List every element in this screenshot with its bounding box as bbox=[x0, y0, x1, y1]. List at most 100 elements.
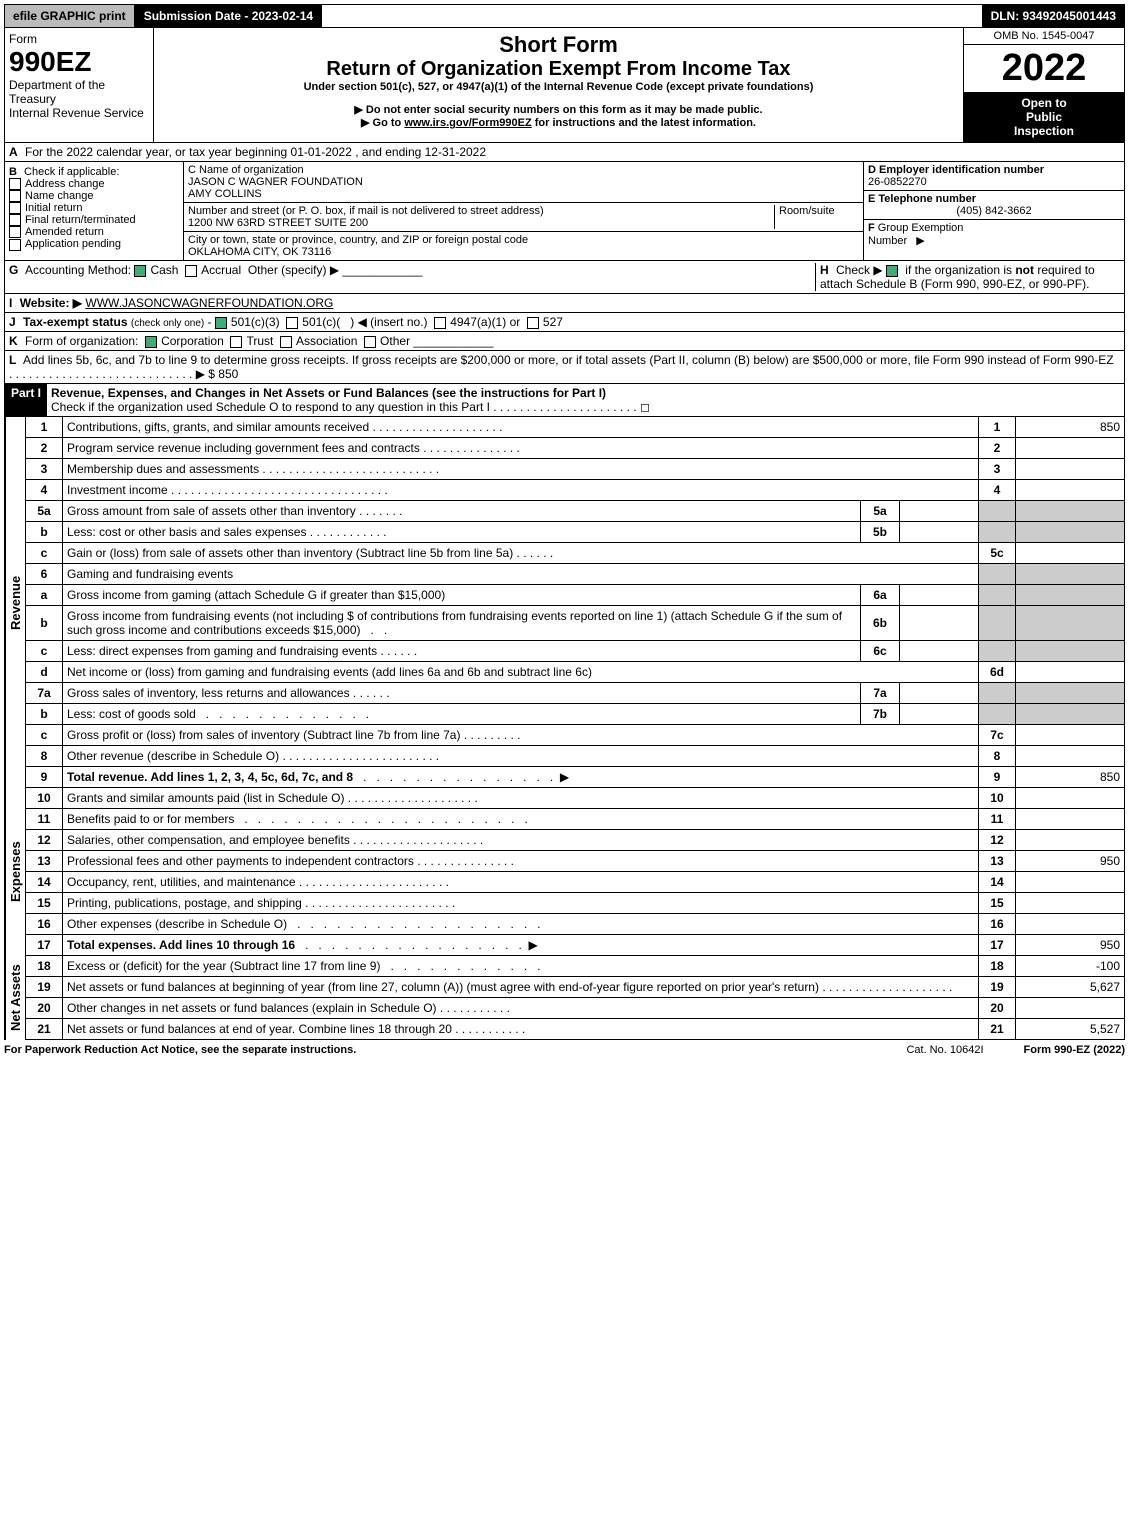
letter-a: A bbox=[9, 145, 18, 159]
part-i-title-block: Revenue, Expenses, and Changes in Net As… bbox=[47, 384, 1124, 416]
line-20-no: 20 bbox=[26, 998, 63, 1019]
form-number: 990EZ bbox=[9, 46, 149, 78]
efile-button[interactable]: efile GRAPHIC print bbox=[4, 4, 135, 28]
line-6d-desc: Net income or (loss) from gaming and fun… bbox=[67, 665, 592, 679]
irs: Internal Revenue Service bbox=[9, 106, 149, 120]
line-1-amt: 850 bbox=[1016, 417, 1125, 438]
website-value[interactable]: WWW.JASONCWAGNERFOUNDATION.ORG bbox=[85, 296, 333, 310]
line-1-desc: Contributions, gifts, grants, and simila… bbox=[67, 420, 369, 434]
phone-value: (405) 842-3662 bbox=[868, 205, 1120, 217]
g-accrual: Accrual bbox=[201, 263, 241, 277]
line-14: 14Occupancy, rent, utilities, and mainte… bbox=[26, 872, 1125, 893]
line-8-amt bbox=[1016, 746, 1125, 767]
line-2: 2Program service revenue including gover… bbox=[26, 438, 1125, 459]
line-6a: aGross income from gaming (attach Schedu… bbox=[26, 585, 1125, 606]
expenses-section: Expenses 10Grants and similar amounts pa… bbox=[4, 788, 1125, 956]
part-i-header: Part I Revenue, Expenses, and Changes in… bbox=[4, 384, 1125, 417]
line-17-desc: Total expenses. Add lines 10 through 16 bbox=[67, 938, 295, 952]
footer-left: For Paperwork Reduction Act Notice, see … bbox=[4, 1044, 866, 1056]
line-7a-amt bbox=[1016, 683, 1125, 704]
part-i-check: Check if the organization used Schedule … bbox=[51, 400, 650, 414]
line-11-no: 11 bbox=[26, 809, 63, 830]
line-19-num: 19 bbox=[979, 977, 1016, 998]
line-4-desc: Investment income bbox=[67, 483, 168, 497]
line-12-no: 12 bbox=[26, 830, 63, 851]
line-1: 1 Contributions, gifts, grants, and simil… bbox=[26, 417, 1125, 438]
checkbox-cash[interactable] bbox=[134, 265, 146, 277]
revenue-table: 1 Contributions, gifts, grants, and simil… bbox=[25, 417, 1125, 788]
checkbox-final-return[interactable] bbox=[9, 214, 21, 226]
line-20-num: 20 bbox=[979, 998, 1016, 1019]
checkbox-association[interactable] bbox=[280, 336, 292, 348]
line-7a-desc: Gross sales of inventory, less returns a… bbox=[67, 686, 350, 700]
tax-year: 2022 bbox=[964, 45, 1124, 92]
line-6d-num: 6d bbox=[979, 662, 1016, 683]
line-5b-subamt bbox=[900, 522, 979, 543]
line-6b-subamt bbox=[900, 606, 979, 641]
form-word: Form bbox=[9, 32, 149, 46]
line-11-num: 11 bbox=[979, 809, 1016, 830]
checkbox-501c[interactable] bbox=[286, 317, 298, 329]
line-14-no: 14 bbox=[26, 872, 63, 893]
letter-j: J bbox=[9, 315, 16, 329]
under-section: Under section 501(c), 527, or 4947(a)(1)… bbox=[158, 81, 959, 93]
line-12: 12Salaries, other compensation, and empl… bbox=[26, 830, 1125, 851]
line-5c-amt bbox=[1016, 543, 1125, 564]
line-14-num: 14 bbox=[979, 872, 1016, 893]
line-13-num: 13 bbox=[979, 851, 1016, 872]
letter-k: K bbox=[9, 334, 18, 348]
ein-value: 26-0852270 bbox=[868, 176, 1120, 188]
e-label: E Telephone number bbox=[868, 193, 1120, 205]
line-5c: cGain or (loss) from sale of assets othe… bbox=[26, 543, 1125, 564]
g-cash: Cash bbox=[150, 263, 178, 277]
line-5a: 5aGross amount from sale of assets other… bbox=[26, 501, 1125, 522]
line-5a-no: 5a bbox=[26, 501, 63, 522]
line-17-no: 17 bbox=[26, 935, 63, 956]
b-opt-2: Initial return bbox=[25, 202, 82, 214]
c-name-label: C Name of organization bbox=[188, 164, 859, 176]
checkbox-initial-return[interactable] bbox=[9, 202, 21, 214]
netassets-section: Net Assets 18Excess or (deficit) for the… bbox=[4, 956, 1125, 1040]
b-label: Check if applicable: bbox=[24, 166, 119, 178]
checkbox-527[interactable] bbox=[527, 317, 539, 329]
b-opt-5: Application pending bbox=[25, 238, 121, 250]
line-7c-amt bbox=[1016, 725, 1125, 746]
line-5a-subamt bbox=[900, 501, 979, 522]
checkbox-501c3[interactable] bbox=[215, 317, 227, 329]
line-12-num: 12 bbox=[979, 830, 1016, 851]
line-1-num: 1 bbox=[979, 417, 1016, 438]
line-7c: cGross profit or (loss) from sales of in… bbox=[26, 725, 1125, 746]
b-opt-4: Amended return bbox=[25, 226, 104, 238]
line-6-no: 6 bbox=[26, 564, 63, 585]
checkbox-corporation[interactable] bbox=[145, 336, 157, 348]
line-5b-sub: 5b bbox=[861, 522, 900, 543]
checkbox-application-pending[interactable] bbox=[9, 239, 21, 251]
checkbox-trust[interactable] bbox=[230, 336, 242, 348]
checkbox-amended-return[interactable] bbox=[9, 226, 21, 238]
checkbox-4947[interactable] bbox=[434, 317, 446, 329]
line-5b-no: b bbox=[26, 522, 63, 543]
line-8-desc: Other revenue (describe in Schedule O) bbox=[67, 749, 279, 763]
part-i-title: Revenue, Expenses, and Changes in Net As… bbox=[51, 386, 606, 400]
line-7b-subamt bbox=[900, 704, 979, 725]
checkbox-other-org[interactable] bbox=[364, 336, 376, 348]
line-11: 11Benefits paid to or for members . . . … bbox=[26, 809, 1125, 830]
checkbox-accrual[interactable] bbox=[185, 265, 197, 277]
line-7b-sub: 7b bbox=[861, 704, 900, 725]
checkbox-address-change[interactable] bbox=[9, 178, 21, 190]
col-def: D Employer identification number 26-0852… bbox=[863, 162, 1124, 260]
checkbox-name-change[interactable] bbox=[9, 190, 21, 202]
expenses-table: 10Grants and similar amounts paid (list … bbox=[25, 788, 1125, 956]
checkbox-schedule-b[interactable] bbox=[886, 265, 898, 277]
line-6-num bbox=[979, 564, 1016, 585]
irs-link[interactable]: www.irs.gov/Form990EZ bbox=[404, 117, 531, 129]
line-5b-num bbox=[979, 522, 1016, 543]
line-9-amt: 850 bbox=[1016, 767, 1125, 788]
line-6a-sub: 6a bbox=[861, 585, 900, 606]
line-6c: cLess: direct expenses from gaming and f… bbox=[26, 641, 1125, 662]
line-6b-no: b bbox=[26, 606, 63, 641]
line-15: 15Printing, publications, postage, and s… bbox=[26, 893, 1125, 914]
line-6-amt bbox=[1016, 564, 1125, 585]
line-7c-num: 7c bbox=[979, 725, 1016, 746]
org-name: JASON C WAGNER FOUNDATION bbox=[188, 176, 859, 188]
